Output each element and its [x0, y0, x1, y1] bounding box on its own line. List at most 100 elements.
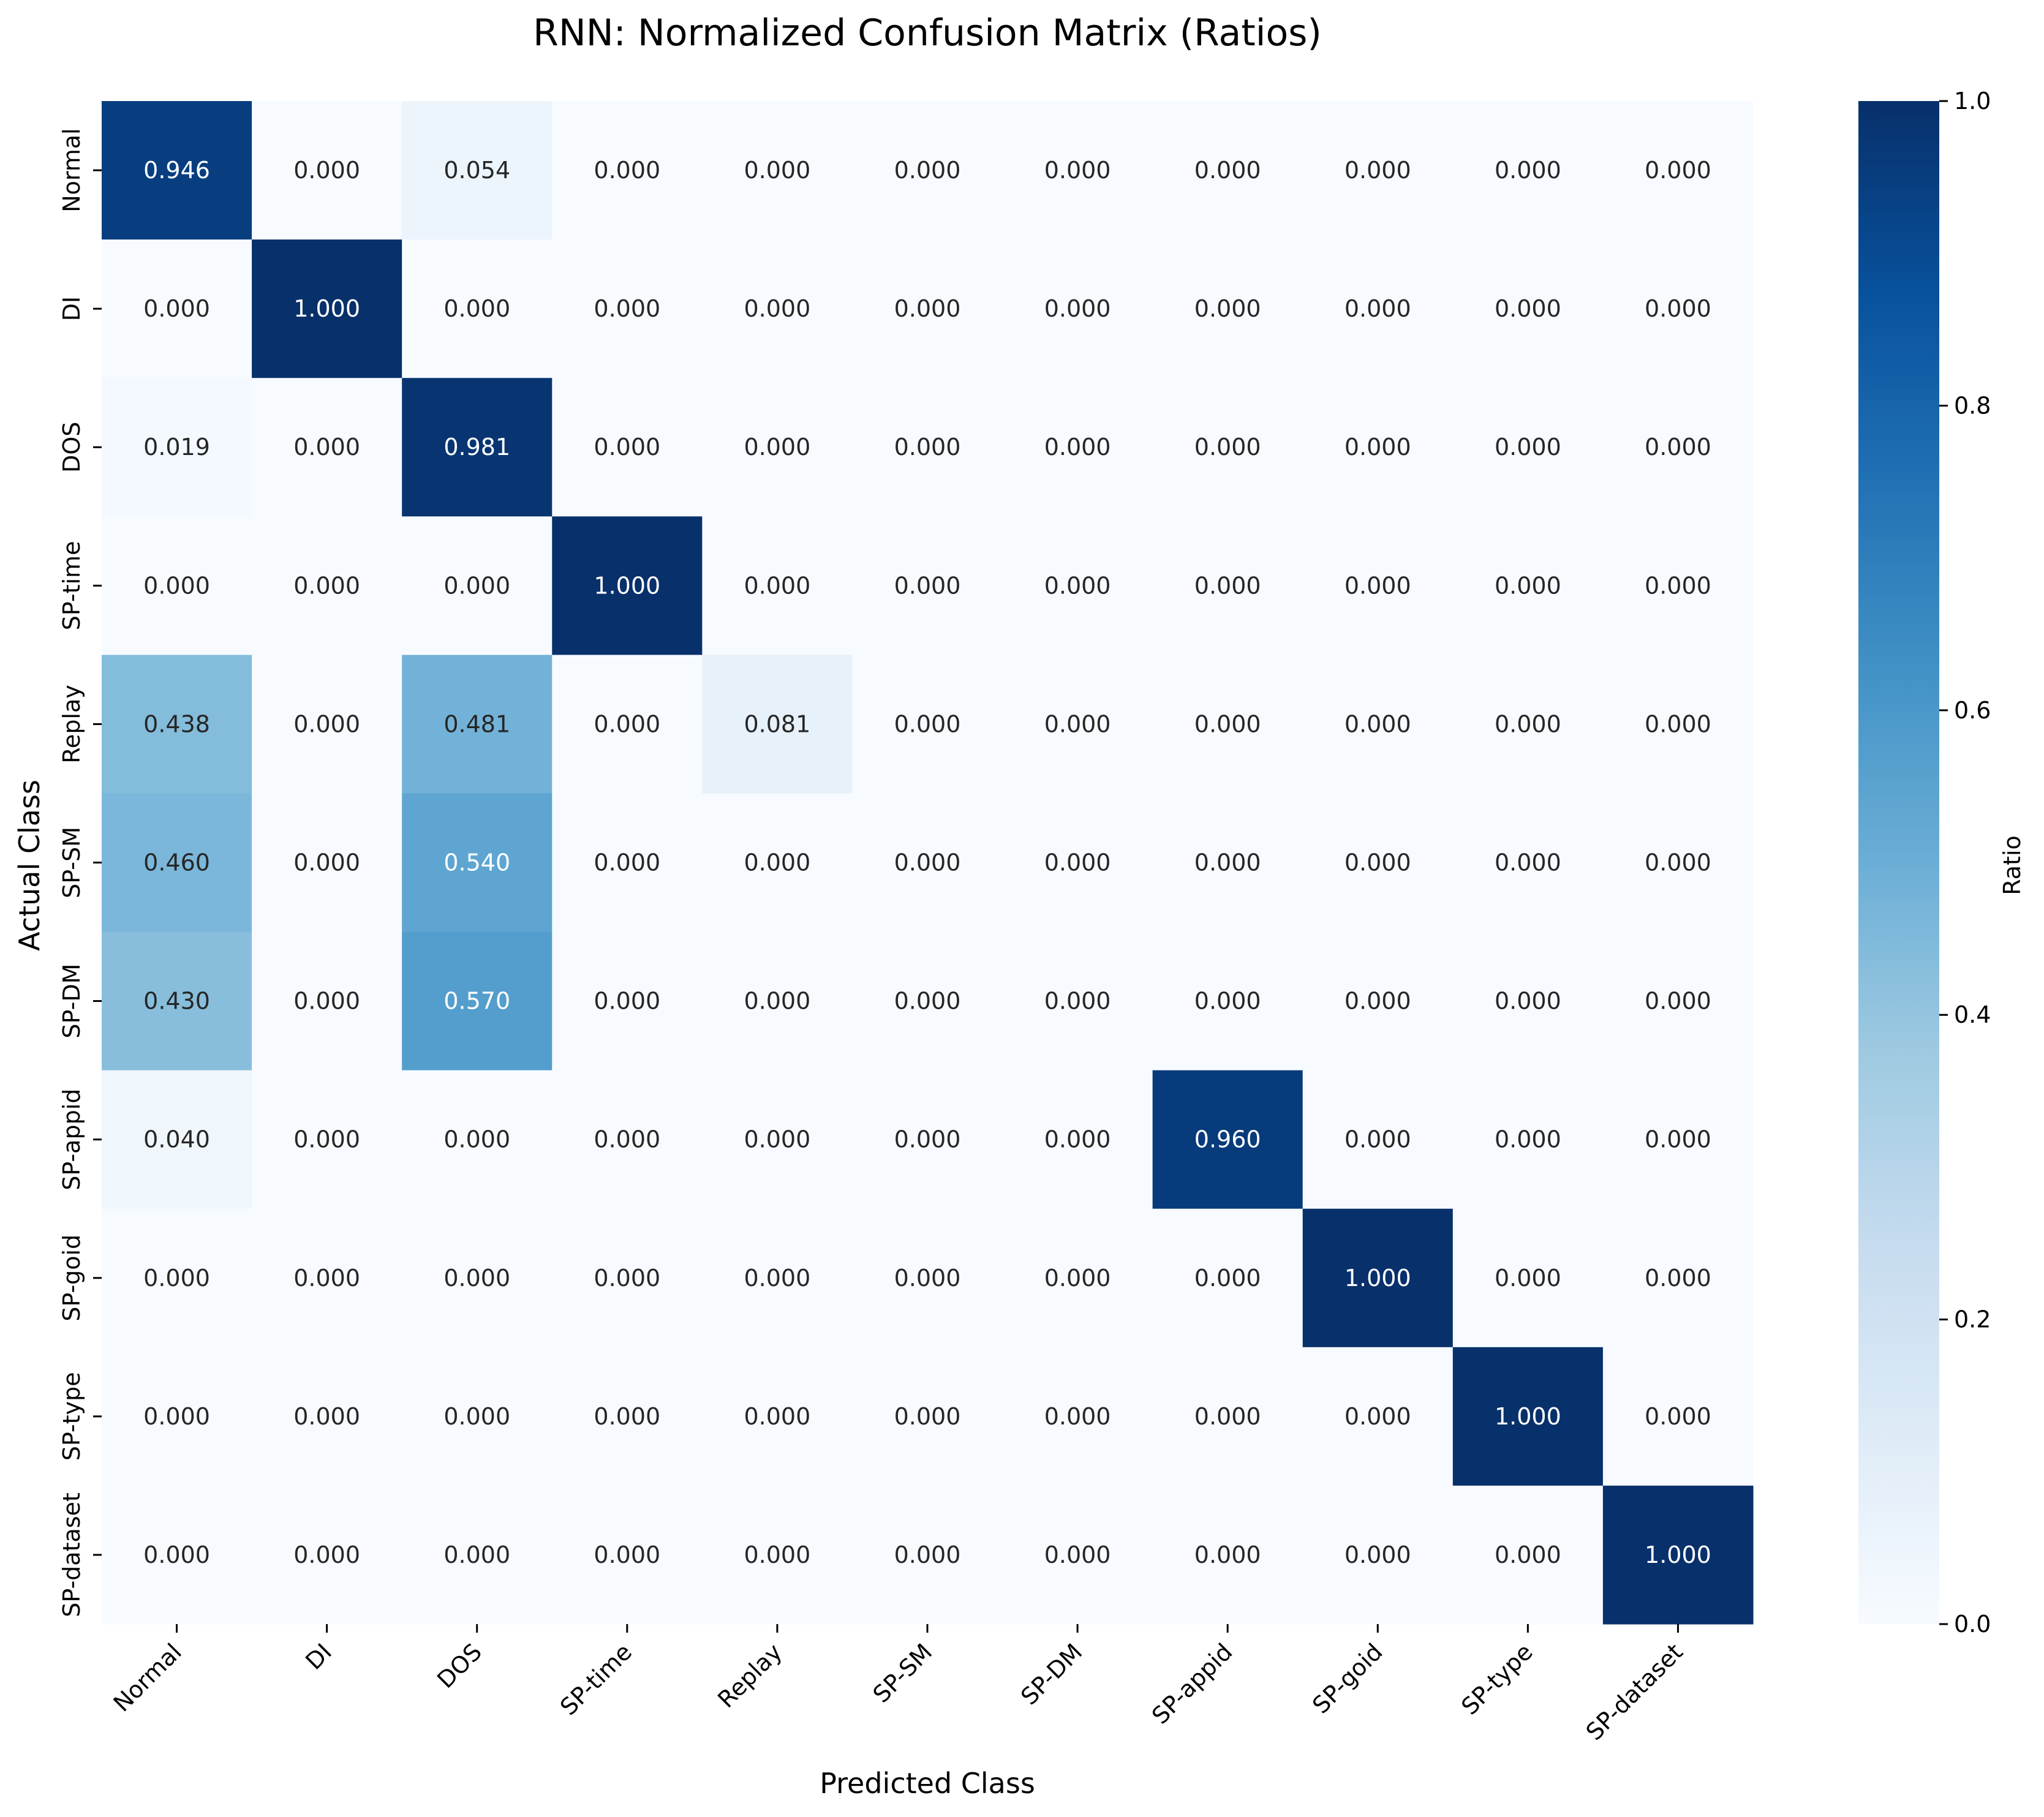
heatmap-cell	[1302, 378, 1454, 517]
cell-value-label: 0.000	[1344, 1403, 1411, 1430]
cell-value-label: 0.000	[443, 572, 510, 599]
x-tick-label: DI	[300, 1638, 337, 1675]
heatmap-cell	[1602, 378, 1754, 517]
heatmap-cell	[1602, 101, 1754, 240]
cell-value-label: 0.000	[894, 157, 961, 184]
cell-value-label: 0.000	[1344, 295, 1411, 322]
heatmap-cell	[1152, 1070, 1303, 1209]
heatmap-cell	[552, 516, 703, 655]
cell-value-label: 0.000	[1194, 434, 1261, 461]
y-tick-label: DI	[58, 296, 85, 321]
x-tick-label: Replay	[712, 1638, 787, 1713]
cell-value-label: 0.081	[744, 710, 811, 737]
heatmap-cell	[1152, 101, 1303, 240]
cell-value-label: 0.000	[1495, 434, 1561, 461]
cell-value-label: 0.000	[744, 157, 811, 184]
heatmap-cell	[1452, 1070, 1604, 1209]
cell-value-label: 0.000	[443, 295, 510, 322]
y-tick-label: SP-type	[58, 1372, 85, 1461]
heatmap-cell	[252, 655, 402, 794]
cell-value-label: 0.000	[293, 710, 360, 737]
cell-value-label: 0.000	[744, 1403, 811, 1430]
heatmap-cell	[402, 1485, 552, 1625]
heatmap-cell	[702, 655, 853, 794]
heatmap-cell	[1152, 378, 1303, 517]
cell-value-label: 0.000	[443, 1403, 510, 1430]
heatmap-cell	[552, 1485, 703, 1625]
heatmap-cell	[852, 655, 1003, 794]
cell-value-label: 0.000	[894, 295, 961, 322]
colorbar-tick-label: 0.4	[1954, 1001, 1991, 1028]
cell-value-label: 0.000	[143, 295, 210, 322]
heatmap-cell	[1152, 1208, 1303, 1348]
heatmap-cell	[1302, 239, 1454, 378]
colorbar-tick-label: 1.0	[1954, 88, 1991, 115]
cell-value-label: 0.000	[594, 1265, 660, 1292]
cell-value-label: 0.000	[1044, 157, 1111, 184]
heatmap-cell	[702, 101, 853, 240]
cell-value-label: 0.000	[1495, 572, 1561, 599]
heatmap-cell	[102, 655, 252, 794]
y-tick-label: Replay	[58, 685, 85, 764]
heatmap-cell	[852, 1070, 1003, 1209]
heatmap-cell	[1152, 1485, 1303, 1625]
cell-value-label: 0.000	[744, 1126, 811, 1153]
colorbar-tick-label: 0.8	[1954, 392, 1991, 419]
heatmap-cell	[1452, 931, 1604, 1071]
cell-value-label: 0.000	[1344, 1126, 1411, 1153]
heatmap-cell	[1302, 931, 1454, 1071]
cell-value-label: 0.540	[443, 849, 510, 876]
heatmap-cell	[1602, 1208, 1754, 1348]
heatmap-cell	[1002, 101, 1153, 240]
y-axis: Normal DI DOS SP-time Replay SP-SM SP-DM SP-app…	[58, 128, 102, 1617]
y-tick-label: SP-DM	[58, 964, 85, 1039]
heatmap-cell	[1452, 793, 1604, 933]
x-axis: Normal DI DOS SP-time Replay SP-SM SP-DM SP-app…	[108, 1624, 1688, 1745]
heatmap-cell	[252, 1070, 402, 1209]
cell-value-label: 0.000	[293, 1403, 360, 1430]
chart-title: RNN: Normalized Confusion Matrix (Ratios…	[533, 12, 1322, 55]
cell-value-label: 0.000	[1495, 1126, 1561, 1153]
heatmap-cell	[1452, 1485, 1604, 1625]
heatmap-cell	[852, 516, 1003, 655]
heatmap-cell	[1452, 516, 1604, 655]
cell-value-label: 0.000	[1194, 1403, 1261, 1430]
y-tick-label: SP-goid	[58, 1235, 85, 1322]
cell-value-label: 0.000	[1645, 988, 1711, 1015]
heatmap-cell	[252, 516, 402, 655]
cell-value-label: 0.000	[594, 1126, 660, 1153]
cell-value-label: 0.000	[1344, 849, 1411, 876]
cell-value-label: 0.000	[894, 988, 961, 1015]
heatmap-cell	[1452, 239, 1604, 378]
heatmap-cell	[1602, 239, 1754, 378]
cell-value-label: 0.019	[143, 434, 210, 461]
heatmap-cell	[552, 931, 703, 1071]
cell-value-label: 0.000	[894, 1403, 961, 1430]
heatmap-cell	[1002, 1485, 1153, 1625]
cell-value-label: 0.000	[1044, 988, 1111, 1015]
cell-value-label: 0.000	[744, 849, 811, 876]
cell-value-label: 0.000	[1645, 1265, 1711, 1292]
y-tick-label: Normal	[58, 128, 85, 213]
heatmap-cell	[702, 793, 853, 933]
heatmap-cell	[702, 239, 853, 378]
cell-value-label: 0.000	[894, 710, 961, 737]
cell-value-label: 0.000	[1495, 988, 1561, 1015]
cell-value-label: 0.000	[1194, 1265, 1261, 1292]
heatmap-cell	[852, 1208, 1003, 1348]
cell-value-label: 0.000	[744, 295, 811, 322]
y-tick-label: SP-appid	[58, 1089, 85, 1191]
x-axis-label: Predicted Class	[820, 1767, 1035, 1800]
cell-value-label: 0.000	[143, 1403, 210, 1430]
cell-value-label: 0.960	[1194, 1126, 1261, 1153]
heatmap-cell	[702, 1347, 853, 1486]
colorbar-label: Ratio	[1999, 835, 2026, 895]
heatmap-cell	[252, 239, 402, 378]
heatmap-cell	[1302, 516, 1454, 655]
heatmap-cell	[1152, 239, 1303, 378]
cell-value-label: 0.000	[1044, 1541, 1111, 1568]
cell-value-label: 0.000	[1044, 1403, 1111, 1430]
cell-value-label: 0.000	[1344, 434, 1411, 461]
heatmap-cell	[102, 1070, 252, 1209]
cell-value-label: 0.000	[744, 1265, 811, 1292]
